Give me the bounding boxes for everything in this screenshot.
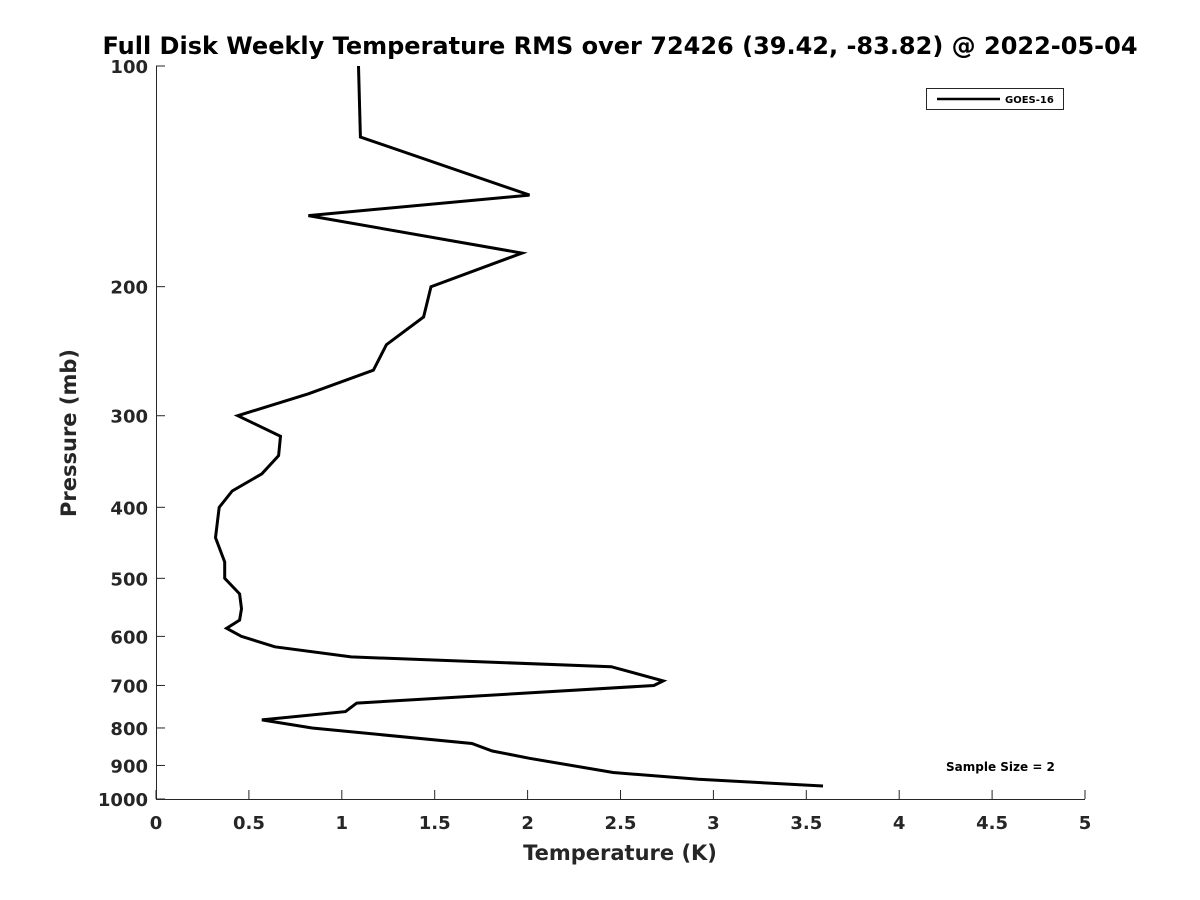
x-tick-label: 2 [521, 813, 534, 834]
x-tick-label: 5 [1079, 813, 1092, 834]
x-tick-label: 1 [336, 813, 349, 834]
x-tick-label: 1.5 [419, 813, 451, 834]
y-tick-label: 700 [110, 676, 148, 697]
y-tick-label: 600 [110, 627, 148, 648]
y-tick-group: 100 200 300 400 500 600 700 800 900 1000 [98, 57, 165, 811]
y-tick-label: 500 [110, 569, 148, 590]
x-axis-label: Temperature (K) [523, 841, 717, 865]
x-tick-label: 3.5 [790, 813, 822, 834]
y-tick-label: 900 [110, 756, 148, 777]
x-tick-label: 3 [707, 813, 720, 834]
x-tick-label: 4 [893, 813, 906, 834]
x-tick-label: 0 [150, 813, 163, 834]
x-tick-group: 0 0.5 1 1.5 2 2.5 3 3.5 4 4.5 5 [150, 790, 1092, 834]
y-tick-label: 100 [110, 57, 148, 78]
plot-axes [156, 66, 1085, 800]
x-tick-label: 2.5 [605, 813, 637, 834]
y-tick-label: 200 [110, 278, 148, 299]
y-tick-label: 1000 [98, 790, 148, 811]
legend[interactable]: GOES-16 [926, 88, 1064, 110]
series-layer [213, 65, 824, 788]
x-tick-label: 0.5 [233, 813, 265, 834]
y-axis-label: Pressure (mb) [57, 349, 81, 517]
x-tick-label: 4.5 [976, 813, 1008, 834]
series-line-goes-16 [213, 65, 824, 788]
y-tick-label: 400 [110, 498, 148, 519]
chart-title: Full Disk Weekly Temperature RMS over 72… [102, 32, 1137, 60]
sample-size-annotation: Sample Size = 2 [946, 760, 1055, 774]
legend-label-goes-16: GOES-16 [1005, 95, 1054, 106]
y-tick-label: 300 [110, 407, 148, 428]
y-tick-label: 800 [110, 719, 148, 740]
